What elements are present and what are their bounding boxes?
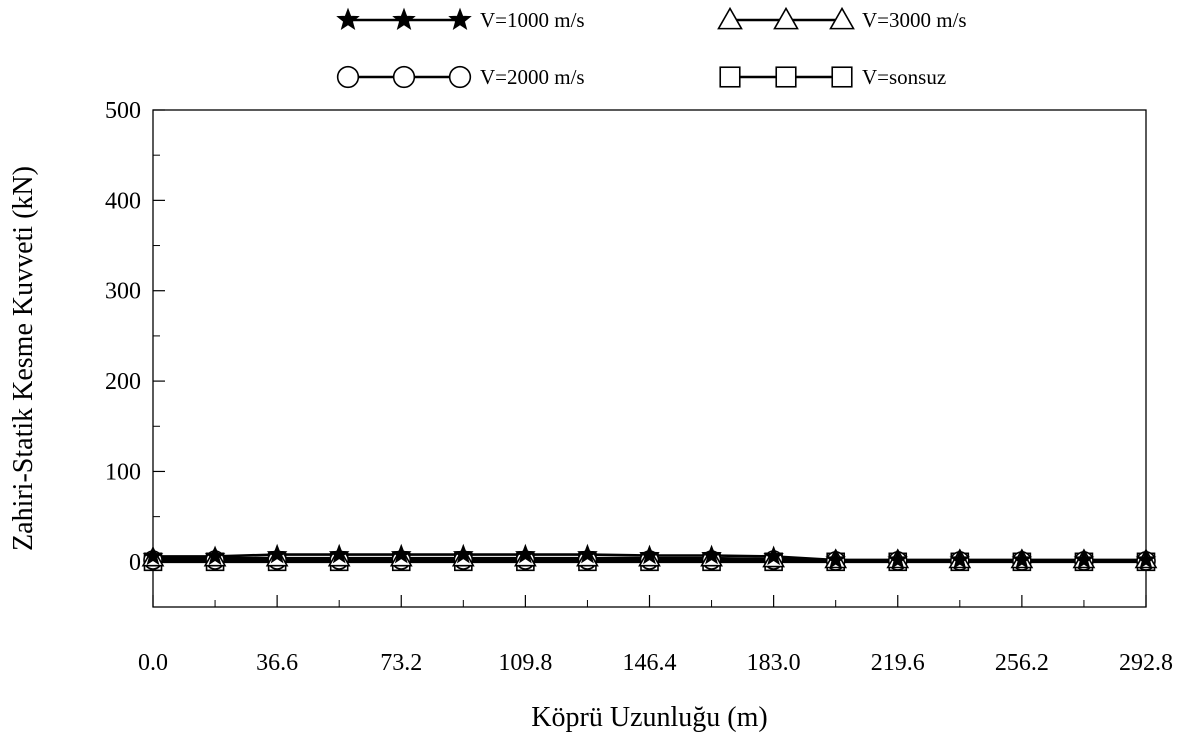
legend: V=1000 m/s V=3000 m/s V=2000 m/s V=sonsuz (336, 6, 967, 89)
legend-entry-triangle: V=3000 m/s (717, 6, 967, 32)
x-tick-label: 146.4 (623, 650, 677, 676)
legend-marker-circle-icon (336, 65, 360, 89)
y-axis: 0 100 200 300 400 500 (105, 98, 165, 608)
y-tick-label: 300 (105, 279, 141, 305)
y-axis-title: Zahiri-Statik Kesme Kuvveti (kN) (8, 166, 39, 551)
data-point-star (515, 543, 536, 564)
x-axis-title: Köprü Uzunluğu (m) (531, 702, 767, 733)
y-tick-label: 500 (105, 98, 141, 124)
x-tick-label: 36.6 (256, 650, 298, 676)
y-tick-label: 400 (105, 188, 141, 214)
legend-marker-triangle-icon (717, 6, 743, 30)
legend-marker-triangle-icon (829, 6, 855, 30)
x-tick-label: 0.0 (138, 650, 168, 676)
legend-label: V=1000 m/s (480, 8, 585, 32)
x-tick-label: 219.6 (871, 650, 925, 676)
data-point-star (390, 543, 412, 564)
data-point-star (1135, 549, 1157, 569)
legend-marker-circle-icon (392, 65, 416, 89)
legend-marker-star-icon (336, 7, 360, 30)
data-point-star (763, 545, 784, 566)
y-tick-label: 100 (105, 459, 141, 485)
x-tick-label: 183.0 (747, 650, 801, 676)
data-point-star (328, 543, 350, 564)
data-point-star (825, 549, 847, 569)
data-point-star (266, 543, 288, 564)
series-markers (141, 543, 1158, 572)
data-point-star (701, 544, 722, 565)
data-point-star (949, 549, 971, 569)
legend-marker-star-icon (448, 7, 472, 30)
data-point-star (452, 543, 474, 564)
data-point-star (639, 544, 660, 565)
legend-entry-star: V=1000 m/s (336, 7, 585, 32)
y-tick-label: 200 (105, 369, 141, 395)
legend-marker-square-icon (831, 66, 853, 88)
plot-area: 0 100 200 300 400 500 0.0 36.6 73.2 109.8 146.4 18… (105, 98, 1173, 676)
legend-marker-triangle-icon (773, 6, 799, 30)
legend-label: V=3000 m/s (862, 8, 967, 32)
legend-entry-circle: V=2000 m/s (336, 65, 585, 89)
legend-marker-circle-icon (448, 65, 472, 89)
y-tick-label: 0 (129, 550, 141, 576)
x-tick-label: 256.2 (995, 650, 1049, 676)
x-axis: 0.0 36.6 73.2 109.8 146.4 183.0 219.6 256.2 292.… (138, 595, 1173, 676)
data-point-star (577, 543, 598, 564)
data-point-star (1073, 549, 1095, 569)
plot-frame (152, 109, 1147, 608)
legend-marker-square-icon (719, 66, 741, 88)
x-tick-label: 73.2 (380, 650, 422, 676)
x-tick-label: 109.8 (498, 650, 552, 676)
legend-entry-square: V=sonsuz (719, 65, 946, 89)
data-point-star (142, 545, 164, 566)
data-point-star (204, 545, 226, 566)
data-point-star (887, 549, 909, 569)
x-tick-label: 292.8 (1119, 650, 1173, 676)
legend-label: V=2000 m/s (480, 65, 585, 89)
legend-label: V=sonsuz (862, 65, 946, 89)
data-point-star (1011, 549, 1033, 569)
legend-marker-square-icon (775, 66, 797, 88)
legend-marker-star-icon (392, 7, 416, 30)
